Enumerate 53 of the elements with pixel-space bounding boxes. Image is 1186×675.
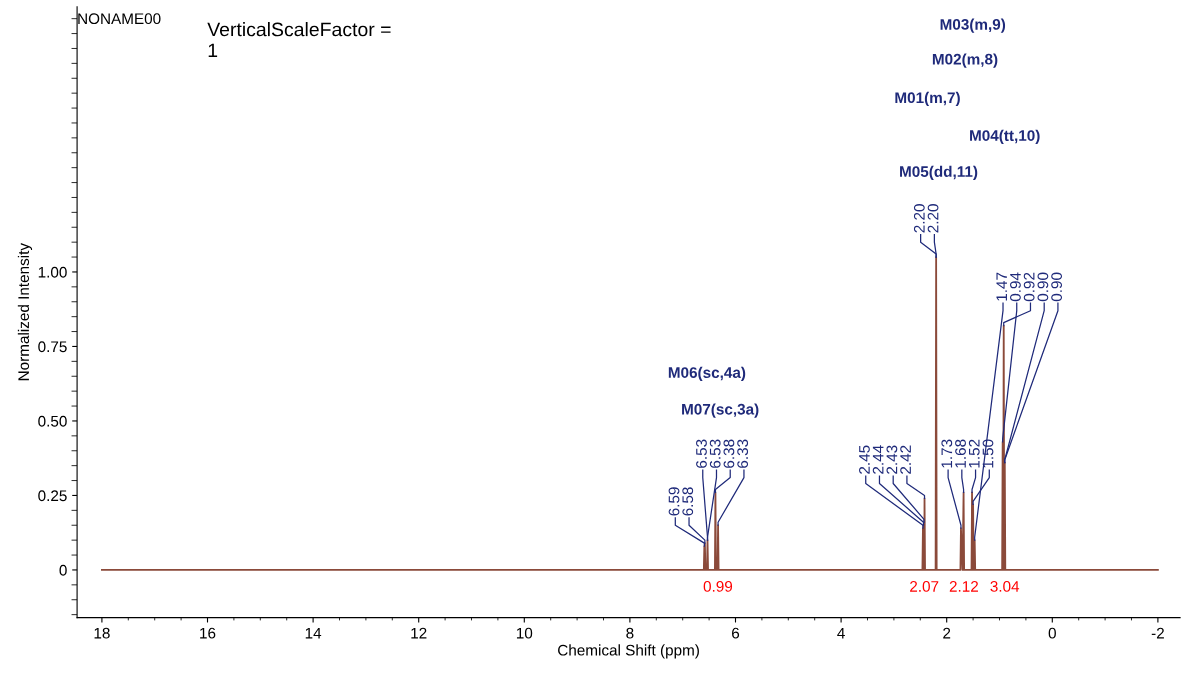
annotation: 1.68 xyxy=(955,439,966,468)
annotation: 6.53 xyxy=(709,439,721,468)
x-tick-label: 8 xyxy=(626,627,634,639)
x-axis-title: Chemical Shift (ppm) xyxy=(558,644,699,659)
annotation: M03(m,9) xyxy=(940,18,1006,33)
annotation: 0.94 xyxy=(1010,272,1021,302)
annotation: 6.58 xyxy=(682,487,694,516)
x-tick-label: 10 xyxy=(516,627,533,639)
annotation: M01(m,7) xyxy=(895,91,960,107)
x-tick-label: 16 xyxy=(200,627,216,639)
annotation: 1.47 xyxy=(996,272,1007,301)
annotation: 6.53 xyxy=(696,439,707,468)
annotation: 2.43 xyxy=(886,445,898,474)
y-tick-label: 1.00 xyxy=(38,266,67,278)
annotation: M04(tt,10) xyxy=(970,129,1040,144)
annotation: M05(dd,11) xyxy=(900,165,978,181)
annotation: 0.92 xyxy=(1023,272,1035,302)
x-tick-label: 14 xyxy=(305,627,322,639)
annotation: M06(sc,4a) xyxy=(668,366,746,382)
annotation: 6.33 xyxy=(737,439,749,468)
annotation: 2.07 xyxy=(910,580,939,592)
annotation: 2.12 xyxy=(949,580,978,592)
annotation: 2.42 xyxy=(900,445,911,474)
annotation: M07(sc,3a) xyxy=(682,403,759,418)
annotation: 0.99 xyxy=(703,580,733,592)
annotation: VerticalScaleFactor = 1 xyxy=(207,22,391,58)
annotation: 0.90 xyxy=(1051,272,1063,302)
x-tick-label: 6 xyxy=(732,627,740,639)
annotation: 6.38 xyxy=(723,439,735,468)
annotation: 1.73 xyxy=(941,439,953,468)
annotation: 2.44 xyxy=(872,445,884,474)
annotation: 3.04 xyxy=(990,580,1020,592)
line-series xyxy=(101,256,1159,571)
y-tick-label: 0.50 xyxy=(38,415,67,427)
x-tick-label: 2 xyxy=(943,627,951,639)
y-tick-label: 0.25 xyxy=(38,490,67,502)
x-tick-label: 18 xyxy=(94,627,110,639)
x-tick-label: 12 xyxy=(411,627,427,639)
y-tick-label: 0 xyxy=(59,564,67,576)
annotation: 2.20 xyxy=(913,204,925,233)
x-tick-label: 4 xyxy=(837,627,845,639)
annotation: 2.20 xyxy=(927,204,939,233)
annotation: NONAME00 xyxy=(78,13,161,25)
annotation: 0.90 xyxy=(1037,272,1049,302)
annotation: 2.45 xyxy=(859,445,870,474)
x-tick-label: -2 xyxy=(1151,627,1164,639)
x-tick-label: 0 xyxy=(1048,627,1056,639)
annotation: 6.59 xyxy=(668,487,680,516)
y-axis-title: Normalized Intensity xyxy=(17,243,33,381)
annotation: M02(m,8) xyxy=(932,53,998,68)
annotation: 1.50 xyxy=(982,439,994,468)
y-tick-label: 0.75 xyxy=(38,341,67,353)
annotation: 1.52 xyxy=(968,439,980,468)
